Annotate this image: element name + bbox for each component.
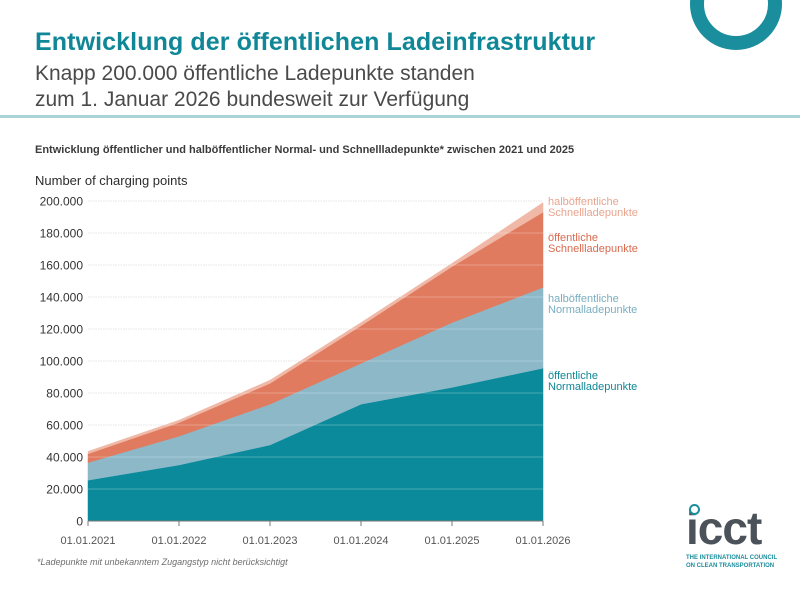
logo-dot-icon [689, 504, 700, 515]
gridlines-over-area [88, 200, 543, 490]
x-tick-label: 01.01.2025 [424, 535, 479, 547]
y-tick-label: 180.000 [40, 227, 84, 241]
y-axis-label: Number of charging points [35, 173, 188, 188]
logo-wordmark: icct [686, 504, 796, 551]
chart-title: Entwicklung öffentlicher und halböffentl… [35, 144, 575, 156]
x-tick-label: 01.01.2021 [60, 535, 115, 547]
y-tick-label: 200.000 [40, 195, 84, 209]
page-title: Entwicklung der öffentlichen Ladeinfrast… [35, 28, 596, 56]
legend-label: halböffentliche [548, 196, 619, 208]
x-tick-label: 01.01.2023 [242, 535, 297, 547]
legend: öffentlicheNormalladepunktehalböffentlic… [548, 196, 638, 393]
legend-label: öffentliche [548, 232, 598, 244]
legend-label: Schnellladepunkte [548, 243, 638, 255]
logo-tagline-2: ON CLEAN TRANSPORTATION [686, 563, 775, 569]
subtitle-line-2: zum 1. Januar 2026 bundesweit zur Verfüg… [35, 88, 470, 111]
x-tick-label: 01.01.2024 [333, 535, 388, 547]
header-divider [0, 115, 800, 118]
y-tick-label: 20.000 [46, 483, 83, 497]
y-tick-label: 100.000 [40, 355, 84, 369]
y-tick-label: 160.000 [40, 259, 84, 273]
y-tick-label: 140.000 [40, 291, 84, 305]
y-tick-label: 120.000 [40, 323, 84, 337]
x-tick-label: 01.01.2022 [151, 535, 206, 547]
axes: 0 20.000 40.000 60.000 80.000 100.000 120.000 1… [40, 195, 571, 548]
y-tick-label: 60.000 [46, 419, 83, 433]
legend-label: halböffentliche [548, 293, 619, 305]
area-series-3 [87, 202, 544, 455]
areas [87, 202, 544, 522]
legend-label: Normalladepunkte [548, 304, 637, 316]
legend-label: Normalladepunkte [548, 381, 637, 393]
legend-label: öffentliche [548, 370, 598, 382]
icct-logo: icct THE INTERNATIONAL COUNCIL ON CLEAN … [686, 504, 796, 570]
legend-label: Schnellladepunkte [548, 207, 638, 219]
subtitle-line-1: Knapp 200.000 öffentliche Ladepunkte sta… [35, 62, 475, 85]
footnote: *Ladepunkte mit unbekanntem Zugangstyp n… [37, 557, 288, 567]
x-tick-label: 01.01.2026 [515, 535, 570, 547]
y-tick-label: 0 [76, 515, 83, 529]
y-tick-label: 80.000 [46, 387, 83, 401]
logo-tagline-1: THE INTERNATIONAL COUNCIL [686, 555, 778, 561]
y-tick-label: 40.000 [46, 451, 83, 465]
